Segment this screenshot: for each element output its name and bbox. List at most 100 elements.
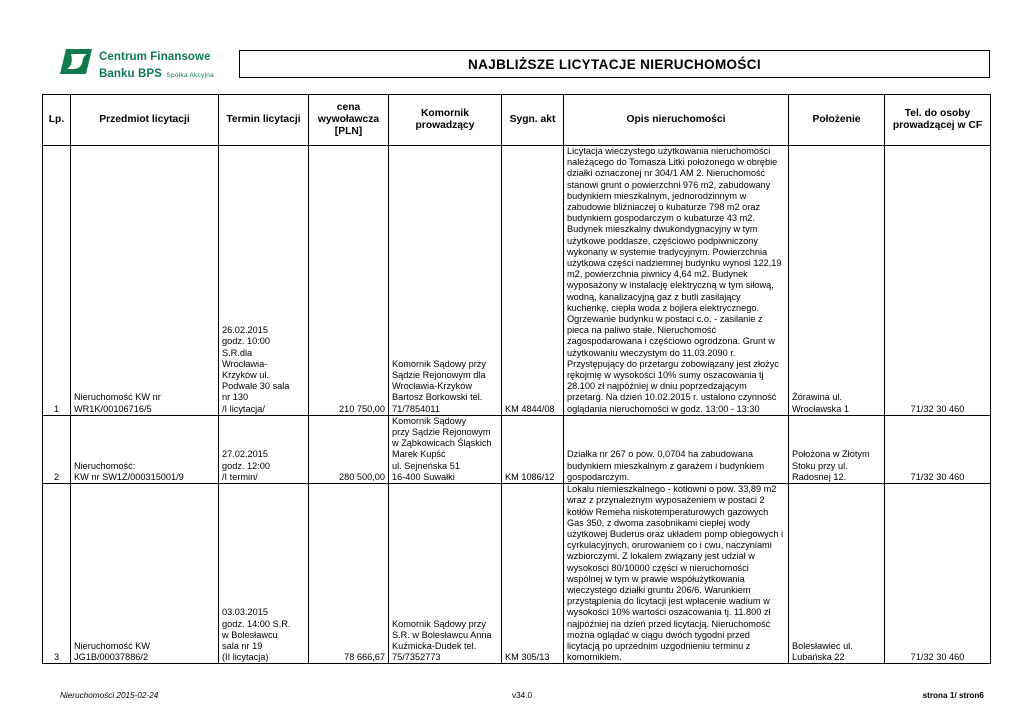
- location-line: Żórawina ul.: [792, 392, 843, 403]
- column-header-subject: Przedmiot licytacji: [70, 94, 219, 146]
- column-header-term: Termin licytacji: [218, 94, 309, 146]
- bailiff-line: 71/7854011: [392, 403, 440, 414]
- column-header-lp: Lp.: [42, 94, 71, 146]
- bailiff-line: Komornik Sądowy przy: [392, 618, 486, 629]
- header-line: Położenie: [812, 114, 861, 125]
- document-title-box: NAJBLIŻSZE LICYTACJE NIERUCHOMOŚCI: [239, 50, 990, 78]
- header-line: licytacji: [262, 114, 301, 125]
- location-line: Radosnej 12.: [792, 471, 847, 482]
- brand-subtitle: Spółka Akcyjna: [166, 72, 214, 79]
- brand-line-2: Banku BPS: [99, 68, 162, 80]
- cell-price: 210 750,00: [308, 145, 389, 416]
- auctions-table: Lp. Przedmiot licytacji Termin licytacji…: [42, 94, 991, 665]
- cell-location: Bolesławiec ul. Lubańska 22: [788, 483, 885, 665]
- header-line: cena: [336, 102, 361, 113]
- column-header-price: cena wywoławcza [PLN]: [308, 94, 389, 146]
- cell-bailiff: Komornik Sądowy przy S.R. w Bolesławcu A…: [388, 483, 502, 665]
- table-header-row: Lp. Przedmiot licytacji Termin licytacji…: [42, 94, 991, 146]
- bailiff-line: Kuźmicka-Dudek tel.: [392, 640, 477, 651]
- subject-line: Nieruchomość KW: [74, 640, 151, 651]
- header-line: Termin: [226, 114, 260, 125]
- bailiff-line: Komornik Sądowy przy: [392, 358, 486, 369]
- cell-subject: Nieruchomość KW JG1B/00037886/2: [70, 483, 219, 665]
- cell-description: Lokalu niemieszkalnego - kotłowni o pow.…: [563, 483, 789, 665]
- subject-line: JG1B/00037886/2: [74, 652, 149, 663]
- bailiff-line: S.R. w Bolesławcu Anna: [392, 629, 492, 640]
- footer-version: v34.0: [511, 691, 532, 700]
- cell-description: Licytacja wieczystego użytkowania nieruc…: [563, 145, 789, 416]
- location-line: Położona w Złotym: [792, 449, 870, 460]
- subject-line: Nieruchomość:: [74, 460, 136, 471]
- cell-term: 03.03.2015 godz. 14:00 S.R. w Bolesławcu…: [218, 483, 309, 665]
- bailiff-line: przy Sądzie Rejonowym: [392, 427, 491, 438]
- cell-phone: 71/32 30 460: [884, 414, 991, 485]
- bailiff-line: w Ząbkowicach Śląskich: [392, 438, 492, 449]
- subject-line: WR1K/00106716/5: [74, 403, 152, 414]
- location-line: Bolesławiec ul.: [792, 640, 853, 651]
- bailiff-line: Bartosz Borkowski tel.: [392, 392, 483, 403]
- bailiff-line: Wrocławia-Krzyków: [392, 381, 472, 392]
- cell-phone: 71/32 30 460: [884, 145, 991, 416]
- term-line: S.R.dla: [222, 347, 253, 358]
- cell-subject: Nieruchomość: KW nr SW1Z/000315001/9: [70, 414, 219, 485]
- term-line: Podwale 30 sala: [222, 381, 290, 392]
- footer-left-text: Nieruchomości 2015-02-24: [60, 691, 159, 700]
- cell-lp: 2: [42, 414, 71, 485]
- term-line: 03.03.2015: [222, 607, 268, 618]
- brand-line-1: Centrum Finansowe: [99, 50, 211, 63]
- cell-sygn: KM 305/13: [501, 483, 564, 665]
- bailiff-line: Marek Kupść: [392, 449, 446, 460]
- term-line: godz. 14:00 S.R.: [222, 618, 291, 629]
- term-line: godz. 10:00: [222, 336, 271, 347]
- header-line: Komornik: [420, 108, 470, 119]
- term-line: Wrocławia-: [222, 358, 268, 369]
- cell-sygn: KM 4844/08: [501, 145, 564, 416]
- header-line: Tel. do osoby: [904, 108, 971, 119]
- cell-price: 280 500,00: [308, 414, 389, 485]
- cell-term: 26.02.2015 godz. 10:00 S.R.dla Wrocławia…: [218, 145, 309, 416]
- cell-lp: 1: [42, 145, 71, 416]
- bailiff-line: Sądzie Rejonowym dla: [392, 370, 486, 381]
- header-line: [PLN]: [334, 126, 363, 137]
- cell-lp: 3: [42, 483, 71, 665]
- location-line: Lubańska 22: [792, 652, 845, 663]
- bailiff-line: ul. Sejneńska 51: [392, 460, 460, 471]
- term-line: godz. 12:00: [222, 460, 271, 471]
- header-line: Lp.: [48, 114, 65, 125]
- cell-location: Położona w Złotym Stoku przy ul. Radosne…: [788, 414, 885, 485]
- column-header-bailiff: Komornik prowadzący: [388, 94, 502, 146]
- subject-line: Nieruchomość KW nr: [74, 392, 161, 403]
- document-header: Centrum Finansowe Banku BPS Spółka Akcyj…: [42, 42, 990, 86]
- term-line: nr 130: [222, 392, 249, 403]
- location-line: Stoku przy ul.: [792, 460, 848, 471]
- subject-line: KW nr SW1Z/000315001/9: [74, 471, 184, 482]
- cell-subject: Nieruchomość KW nr WR1K/00106716/5: [70, 145, 219, 416]
- page-title: NAJBLIŻSZE LICYTACJE NIERUCHOMOŚCI: [468, 56, 761, 72]
- bailiff-line: 16-400 Suwałki: [392, 471, 455, 482]
- table-row: 1 Nieruchomość KW nr WR1K/00106716/5 26.…: [42, 145, 991, 416]
- header-line: Sygn. akt: [509, 114, 556, 125]
- term-line: 27.02.2015: [222, 449, 268, 460]
- cell-location: Żórawina ul. Wrocławska 1: [788, 145, 885, 416]
- header-line: wywoławcza: [317, 114, 380, 125]
- cell-description: Działka nr 267 o pow. 0,0704 ha zabudowa…: [563, 414, 789, 485]
- column-header-sygn: Sygn. akt: [501, 94, 564, 146]
- header-line: Opis nieruchomości: [626, 114, 726, 125]
- term-line: (II licytacja): [222, 652, 269, 663]
- footer-page-number: strona 1/ stron6: [922, 691, 984, 700]
- bps-diamond-logo-icon: [60, 48, 92, 74]
- term-line: /I termin/: [222, 471, 258, 482]
- column-header-phone: Tel. do osoby prowadzącej w CF: [884, 94, 991, 146]
- bailiff-line: 75/7352773: [392, 652, 441, 663]
- column-header-description: Opis nieruchomości: [563, 94, 789, 146]
- term-line: w Bolesławcu: [222, 629, 278, 640]
- cell-bailiff: Komornik Sądowy przy Sądzie Rejonowym w …: [388, 414, 502, 485]
- cell-price: 78 666,67: [308, 483, 389, 665]
- bailiff-line: Komornik Sądowy: [392, 415, 467, 426]
- header-line: prowadzący: [415, 120, 475, 131]
- document-footer: Nieruchomości 2015-02-24 v34.0 strona 1/…: [60, 691, 984, 700]
- cell-term: 27.02.2015 godz. 12:00 /I termin/: [218, 414, 309, 485]
- brand-logo: Centrum Finansowe Banku BPS Spółka Akcyj…: [42, 47, 217, 82]
- cell-sygn: KM 1086/12: [501, 414, 564, 485]
